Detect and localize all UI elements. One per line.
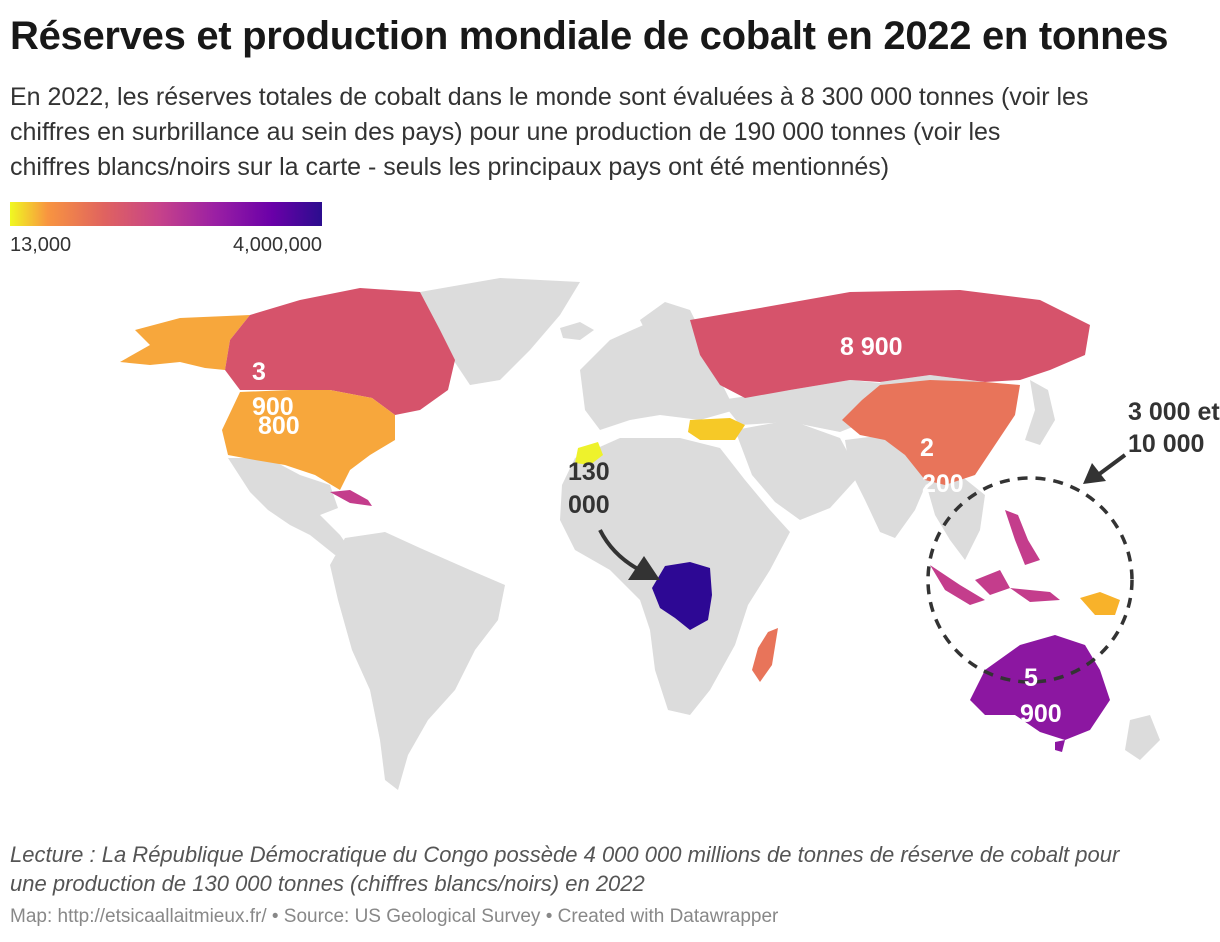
country-tasmania [1055,740,1065,752]
country-cuba [330,490,372,506]
subtitle-line: En 2022, les réserves totales de cobalt … [10,83,1089,111]
highlight-circle-southeast-asia [926,476,1134,684]
land-south-america [330,532,505,790]
land-india [845,435,930,538]
color-legend: 13,000 4,000,000 [10,202,322,256]
land-new-zealand [1125,715,1160,760]
country-madagascar [752,628,778,682]
annotation-arrows [598,453,1127,580]
reading-note: Lecture : La République Démocratique du … [10,840,1210,898]
label-china: 2 200 [920,434,964,498]
arrow-southeast-asia [1096,453,1127,477]
label-line: 3 000 et [1128,398,1220,426]
label-australia: 5 900 [1020,664,1062,728]
legend-gradient-bar [10,202,322,226]
label-drc: 130 000 [568,458,617,519]
footnote-line: Lecture : La République Démocratique du … [10,842,1120,867]
highlighted-countries [120,288,1120,752]
country-russia [690,290,1090,398]
label-line: 130 [568,458,610,486]
land-base [228,278,1160,790]
footnote-line: une production de 130 000 tonnes (chiffr… [10,871,645,896]
label-line: 000 [568,491,610,519]
country-drc [652,562,712,630]
country-morocco [575,442,603,465]
label-line: 2 [920,434,934,462]
subtitle-line: chiffres en surbrillance au sein des pay… [10,118,1001,146]
label-line: 900 [1020,700,1062,728]
country-canada [225,288,455,415]
label-southeast-asia: 3 000 et 10 000 [1128,398,1220,458]
country-indonesia [930,565,1060,605]
land-greenland [420,278,580,385]
country-turkey [688,418,745,440]
label-line: 10 000 [1128,430,1204,458]
label-line: 900 [252,393,294,421]
label-line: 800 [258,412,300,440]
legend-max-label: 4,000,000 [233,234,322,256]
land-uk [598,348,618,386]
label-russia: 8 900 [840,333,903,361]
chart-title: Réserves et production mondiale de cobal… [10,14,1169,58]
source-credits: Map: http://etsicaallaitmieux.fr/ • Sour… [10,906,779,927]
label-usa-canada: 3 900 800 [252,358,301,440]
label-line: 5 [1024,664,1038,692]
arrowhead-southeast-asia [1083,463,1106,484]
subtitle-line: chiffres blancs/noirs sur la carte - seu… [10,153,890,181]
legend-min-label: 13,000 [10,234,72,256]
country-china [842,380,1020,485]
label-line: 200 [922,470,964,498]
arrowhead-drc [628,556,660,580]
land-iceland [560,322,594,340]
country-papua-new-guinea [1080,592,1120,615]
country-alaska [120,315,250,370]
world-map: 3 900 800 8 900 2 200 130 000 5 900 3 00… [120,278,1220,790]
chart-subtitle: En 2022, les réserves totales de cobalt … [10,80,1220,185]
country-australia [970,635,1110,740]
land-japan [1025,380,1055,445]
land-middle-east [735,420,860,520]
land-scandinavia [640,302,705,365]
country-philippines [1005,510,1040,565]
country-usa [222,390,395,490]
label-line: 3 [252,358,266,386]
land-central-america [228,458,352,555]
